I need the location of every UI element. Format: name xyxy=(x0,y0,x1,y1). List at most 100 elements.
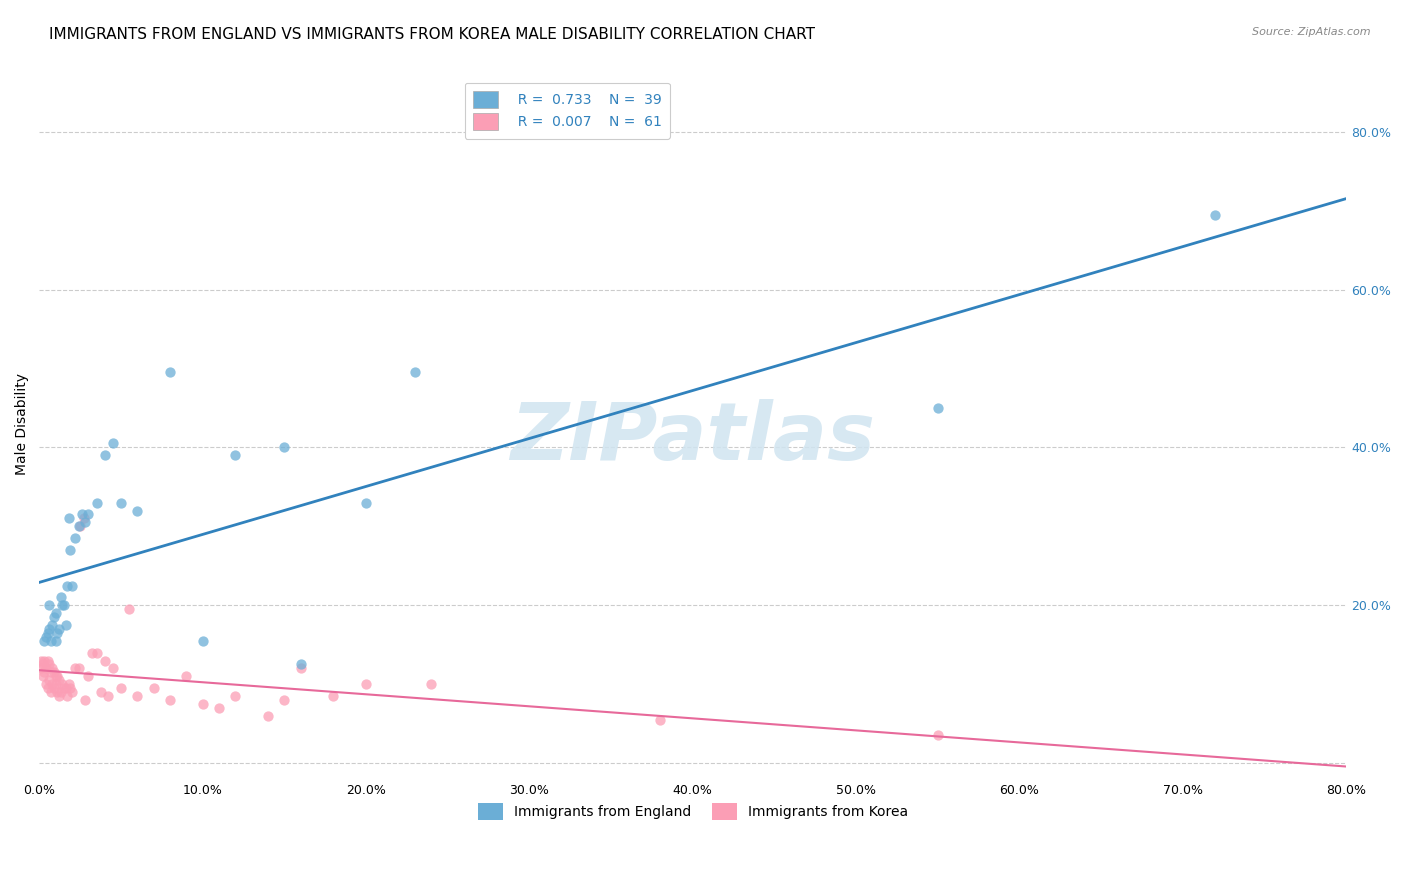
Point xyxy=(30,661,52,675)
Point xyxy=(48,622,70,636)
Point xyxy=(45,677,67,691)
Legend: Immigrants from England, Immigrants from Korea: Immigrants from England, Immigrants from… xyxy=(472,797,914,825)
Point xyxy=(31,669,53,683)
Point xyxy=(118,602,141,616)
Point xyxy=(72,511,94,525)
Point xyxy=(67,519,90,533)
Point xyxy=(51,677,73,691)
Point xyxy=(290,661,312,675)
Point xyxy=(75,516,97,530)
Point xyxy=(35,677,58,691)
Point xyxy=(354,496,377,510)
Point xyxy=(31,657,53,672)
Point xyxy=(191,697,214,711)
Point xyxy=(37,681,59,695)
Point xyxy=(273,693,295,707)
Point xyxy=(55,681,77,695)
Point xyxy=(37,626,59,640)
Point xyxy=(273,441,295,455)
Point xyxy=(38,622,60,636)
Point xyxy=(60,685,83,699)
Point xyxy=(34,665,56,680)
Point xyxy=(56,578,79,592)
Point xyxy=(110,681,132,695)
Point xyxy=(927,401,949,415)
Point xyxy=(86,646,108,660)
Point xyxy=(42,665,65,680)
Point xyxy=(34,653,56,667)
Point xyxy=(58,677,80,691)
Point xyxy=(224,448,246,462)
Point xyxy=(127,689,149,703)
Point xyxy=(42,610,65,624)
Point xyxy=(35,630,58,644)
Text: IMMIGRANTS FROM ENGLAND VS IMMIGRANTS FROM KOREA MALE DISABILITY CORRELATION CHA: IMMIGRANTS FROM ENGLAND VS IMMIGRANTS FR… xyxy=(49,27,815,42)
Point xyxy=(39,685,62,699)
Point xyxy=(51,599,73,613)
Point xyxy=(46,669,69,683)
Point xyxy=(101,661,124,675)
Point xyxy=(39,633,62,648)
Point xyxy=(70,508,93,522)
Point xyxy=(65,661,87,675)
Point xyxy=(94,448,117,462)
Point xyxy=(45,633,67,648)
Point xyxy=(41,661,63,675)
Point xyxy=(52,681,75,695)
Point xyxy=(35,661,58,675)
Point xyxy=(38,657,60,672)
Point xyxy=(90,685,112,699)
Point xyxy=(142,681,165,695)
Point xyxy=(224,689,246,703)
Text: Source: ZipAtlas.com: Source: ZipAtlas.com xyxy=(1253,27,1371,37)
Point xyxy=(48,673,70,688)
Point xyxy=(52,599,75,613)
Point xyxy=(37,653,59,667)
Point xyxy=(45,669,67,683)
Point xyxy=(41,618,63,632)
Point xyxy=(42,681,65,695)
Point xyxy=(65,531,87,545)
Point xyxy=(46,626,69,640)
Point xyxy=(322,689,344,703)
Point xyxy=(55,618,77,632)
Point xyxy=(46,685,69,699)
Point xyxy=(159,693,181,707)
Point xyxy=(420,677,443,691)
Point xyxy=(59,543,82,558)
Point xyxy=(58,511,80,525)
Point xyxy=(39,665,62,680)
Point xyxy=(48,689,70,703)
Point xyxy=(56,689,79,703)
Point xyxy=(97,689,120,703)
Point xyxy=(927,729,949,743)
Point xyxy=(127,503,149,517)
Y-axis label: Male Disability: Male Disability xyxy=(15,373,30,475)
Text: ZIPatlas: ZIPatlas xyxy=(510,399,876,477)
Point xyxy=(257,708,280,723)
Point xyxy=(38,599,60,613)
Point xyxy=(159,365,181,379)
Point xyxy=(404,365,426,379)
Point xyxy=(60,578,83,592)
Point xyxy=(101,436,124,450)
Point xyxy=(208,701,231,715)
Point xyxy=(94,653,117,667)
Point xyxy=(30,653,52,667)
Point xyxy=(59,681,82,695)
Point xyxy=(290,657,312,672)
Point xyxy=(1204,208,1226,222)
Point xyxy=(191,633,214,648)
Point xyxy=(80,646,103,660)
Point xyxy=(49,685,72,699)
Point xyxy=(38,673,60,688)
Point xyxy=(67,661,90,675)
Point xyxy=(86,496,108,510)
Point xyxy=(648,713,671,727)
Point xyxy=(354,677,377,691)
Point xyxy=(75,693,97,707)
Point xyxy=(49,591,72,605)
Point xyxy=(41,677,63,691)
Point xyxy=(77,669,100,683)
Point xyxy=(77,508,100,522)
